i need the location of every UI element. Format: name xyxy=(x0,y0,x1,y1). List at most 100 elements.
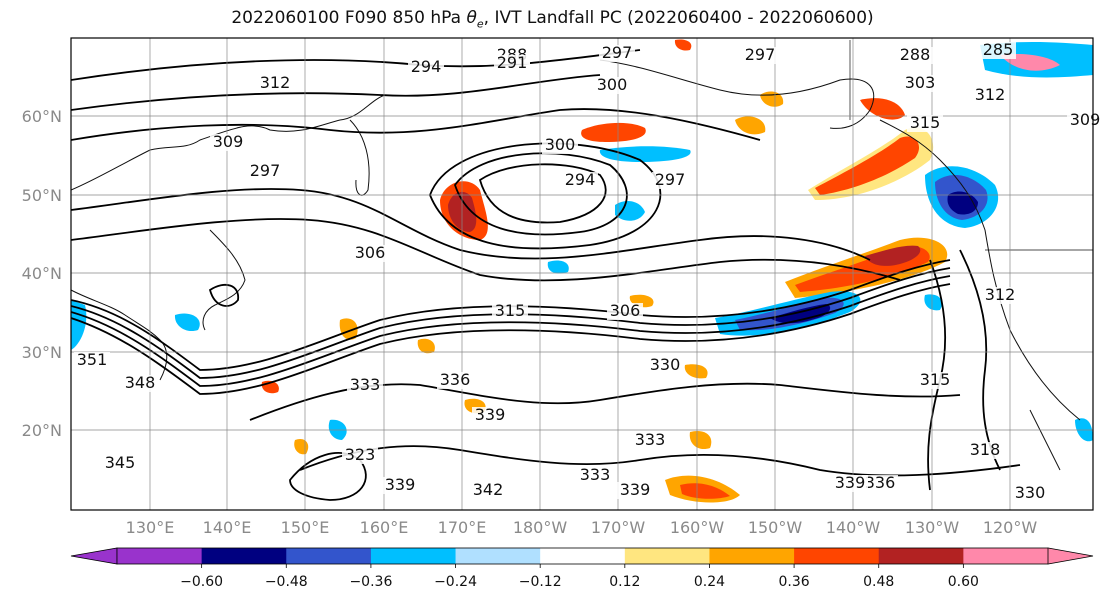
contour-label: 351 xyxy=(77,350,108,369)
colorbar-segment xyxy=(794,548,880,564)
contour-label-bg xyxy=(122,375,158,392)
contour-east-2 xyxy=(959,249,1001,471)
contour-label: 285 xyxy=(983,40,1014,59)
colorbar-extend-high xyxy=(1047,547,1094,565)
colorbar-tick-label: −0.60 xyxy=(180,574,223,590)
contour-label-bg xyxy=(257,75,293,92)
contour-label-bg xyxy=(907,115,943,132)
lon-label: 140°E xyxy=(203,518,252,537)
colorbar-tick-label: −0.12 xyxy=(519,574,562,590)
contour-label: 306 xyxy=(610,301,641,320)
lat-label: 20°N xyxy=(22,421,62,440)
shading-positive-bering xyxy=(581,122,646,142)
shading-positive-north xyxy=(860,98,905,120)
colorbar: −0.60 −0.48 −0.36 −0.24 −0.12 0.12 0.24 0.36 0.4… xyxy=(70,547,1094,590)
contour-labels: 288 291 294 297 300 294 297 312 309 297 306 315 306 3… xyxy=(74,40,1103,502)
contour-label-bg xyxy=(437,372,473,389)
colorbar-segment xyxy=(963,548,1049,564)
lat-label: 60°N xyxy=(22,107,62,126)
contour-mid-1 xyxy=(71,188,871,261)
contour-label-bg xyxy=(902,75,938,92)
contour-label-bg xyxy=(594,77,630,94)
colorbar-tick-label: 0.36 xyxy=(779,574,810,590)
contour-label-bg xyxy=(472,407,508,424)
lat-label: 50°N xyxy=(22,186,62,205)
contour-low-1 xyxy=(478,163,607,224)
contour-label-bg xyxy=(1067,112,1103,129)
contour-label: 315 xyxy=(910,113,941,132)
shading-positive-mid-6 xyxy=(417,338,435,354)
colorbar-extend-low xyxy=(70,547,118,565)
contour-jet-3 xyxy=(71,275,951,387)
contour-label: 330 xyxy=(650,355,681,374)
contour-north-3 xyxy=(71,108,761,141)
contour-label: 291 xyxy=(497,53,528,72)
contour-label-bg xyxy=(647,357,683,374)
colorbar-segment xyxy=(709,548,795,564)
ivt-shading xyxy=(71,39,1093,503)
colorbar-tick-label: 0.12 xyxy=(609,574,640,590)
colorbar-tick-label: −0.48 xyxy=(265,574,308,590)
coast-west-na xyxy=(879,119,1081,421)
contour-label: 336 xyxy=(865,473,896,492)
contour-label-bg xyxy=(470,482,506,499)
contour-label: 348 xyxy=(125,373,156,392)
contour-label: 339 xyxy=(385,475,416,494)
colorbar-segment xyxy=(286,548,372,564)
contour-label: 309 xyxy=(1070,110,1101,129)
contour-low-2 xyxy=(454,152,628,236)
lat-label: 30°N xyxy=(22,343,62,362)
contour-label: 288 xyxy=(900,45,931,64)
contour-label: 339 xyxy=(835,473,866,492)
shading-positive-alaska-2 xyxy=(735,116,766,135)
contour-label: 315 xyxy=(495,301,526,320)
contour-label: 336 xyxy=(440,370,471,389)
lon-label: 130°E xyxy=(126,518,175,537)
contour-label-bg xyxy=(832,475,868,492)
longitude-labels: 130°E 140°E 150°E 160°E 170°E 180°W 170°W 160°W… xyxy=(126,518,1038,537)
contour-jet-4 xyxy=(71,283,951,395)
contour-label-bg xyxy=(408,59,444,76)
contour-south-3 xyxy=(289,452,367,501)
contour-label: 339 xyxy=(475,405,506,424)
colorbar-tick-label: 0.24 xyxy=(694,574,725,590)
contour-label-bg xyxy=(210,134,246,151)
contour-label: 333 xyxy=(350,375,381,394)
shading-positive-ne-pacific-dark xyxy=(865,245,921,266)
latitude-labels: 60°N 50°N 40°N 30°N 20°N xyxy=(22,107,62,440)
coast-alaska xyxy=(599,59,875,129)
shading-negative-sw-ring xyxy=(615,200,645,221)
shading-positive-gulf-alaska-core xyxy=(815,136,920,195)
shading-negative-ne-right xyxy=(924,294,943,311)
lon-label: 150°W xyxy=(748,518,803,537)
contour-label-bg xyxy=(1012,485,1048,502)
coastlines xyxy=(71,40,1093,471)
lon-label: 130°W xyxy=(905,518,960,537)
contour-label: 303 xyxy=(905,73,936,92)
contour-label-bg xyxy=(980,42,1016,59)
contour-label: 294 xyxy=(565,170,596,189)
contour-label-bg xyxy=(607,303,643,320)
shading-positive-arctic xyxy=(674,39,692,51)
contour-label: 300 xyxy=(597,75,628,94)
shading-negative-mid-1 xyxy=(547,260,569,274)
title-prefix: 2022060100 F090 850 hPa xyxy=(231,8,467,28)
contour-label-bg xyxy=(102,455,138,472)
contour-label: 333 xyxy=(580,465,611,484)
title-suffix: , IVT Landfall PC (2022060400 - 20220606… xyxy=(483,8,874,28)
contour-label-bg xyxy=(352,245,388,262)
colorbar-tick-label: 0.48 xyxy=(863,574,894,590)
contour-label-bg xyxy=(494,55,530,72)
contour-label: 297 xyxy=(250,161,281,180)
lon-label: 120°W xyxy=(983,518,1038,537)
contour-label-bg xyxy=(562,172,598,189)
contour-label-bg xyxy=(542,137,578,154)
contour-label-bg xyxy=(382,477,418,494)
contour-label: 309 xyxy=(213,132,244,151)
colorbar-segment xyxy=(117,548,203,564)
contour-label: 345 xyxy=(105,453,136,472)
lon-label: 160°E xyxy=(360,518,409,537)
lat-label: 40°N xyxy=(22,264,62,283)
lon-label: 160°W xyxy=(670,518,725,537)
contour-label: 342 xyxy=(473,480,504,499)
